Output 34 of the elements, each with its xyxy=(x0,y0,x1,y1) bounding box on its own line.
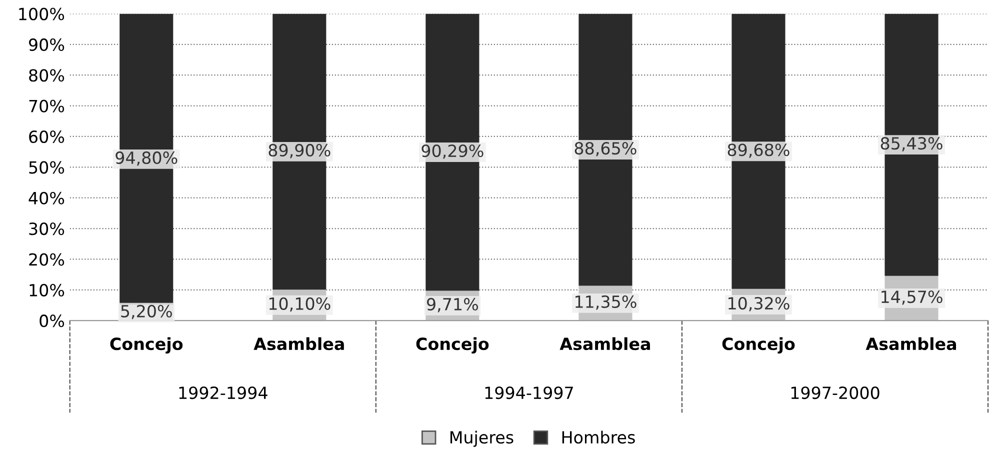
x-tick-label: Asamblea xyxy=(560,337,650,350)
y-tick-label: 40% xyxy=(28,192,64,204)
data-label: 11,35% xyxy=(576,295,636,310)
y-tick-label: 90% xyxy=(29,38,64,51)
data-label: 14,57% xyxy=(882,290,942,305)
y-tick-label: 50% xyxy=(29,161,64,174)
data-label: 9,71% xyxy=(427,298,478,312)
data-label: 89,68% xyxy=(728,144,790,158)
y-tick-label: 70% xyxy=(29,100,64,112)
legend-label: Mujeres xyxy=(450,430,514,447)
y-tick-label: 20% xyxy=(29,253,64,266)
data-label: 10,32% xyxy=(728,296,790,312)
x-tick-label: Asamblea xyxy=(866,337,956,350)
data-label: 94,80% xyxy=(116,151,178,166)
data-label: 5,20% xyxy=(121,304,172,320)
x-tick-label: Concejo xyxy=(416,337,489,354)
text: 1992-1994 xyxy=(179,386,268,400)
x-tick-label: Concejo xyxy=(722,337,795,354)
data-label: 10,10% xyxy=(269,297,330,312)
y-tick-label: 80% xyxy=(29,69,64,82)
text: 1994-1997 xyxy=(485,386,573,400)
y-tick-label: 100% xyxy=(19,8,64,20)
x-tick-label: Concejo xyxy=(110,337,183,354)
y-tick-label: 30% xyxy=(29,222,64,236)
data-label: 90,29% xyxy=(422,144,484,159)
text: 1997-2000 xyxy=(791,386,880,400)
x-tick-label: Asamblea xyxy=(254,337,344,350)
legend-label: Hombres xyxy=(562,430,635,444)
y-tick-label: 0% xyxy=(40,314,64,328)
y-tick-label: 60% xyxy=(29,130,64,144)
y-tick-label: 10% xyxy=(30,284,64,296)
data-label: 88,65% xyxy=(574,142,636,156)
data-label: 89,90% xyxy=(268,144,330,158)
data-label: 85,43% xyxy=(880,137,942,152)
